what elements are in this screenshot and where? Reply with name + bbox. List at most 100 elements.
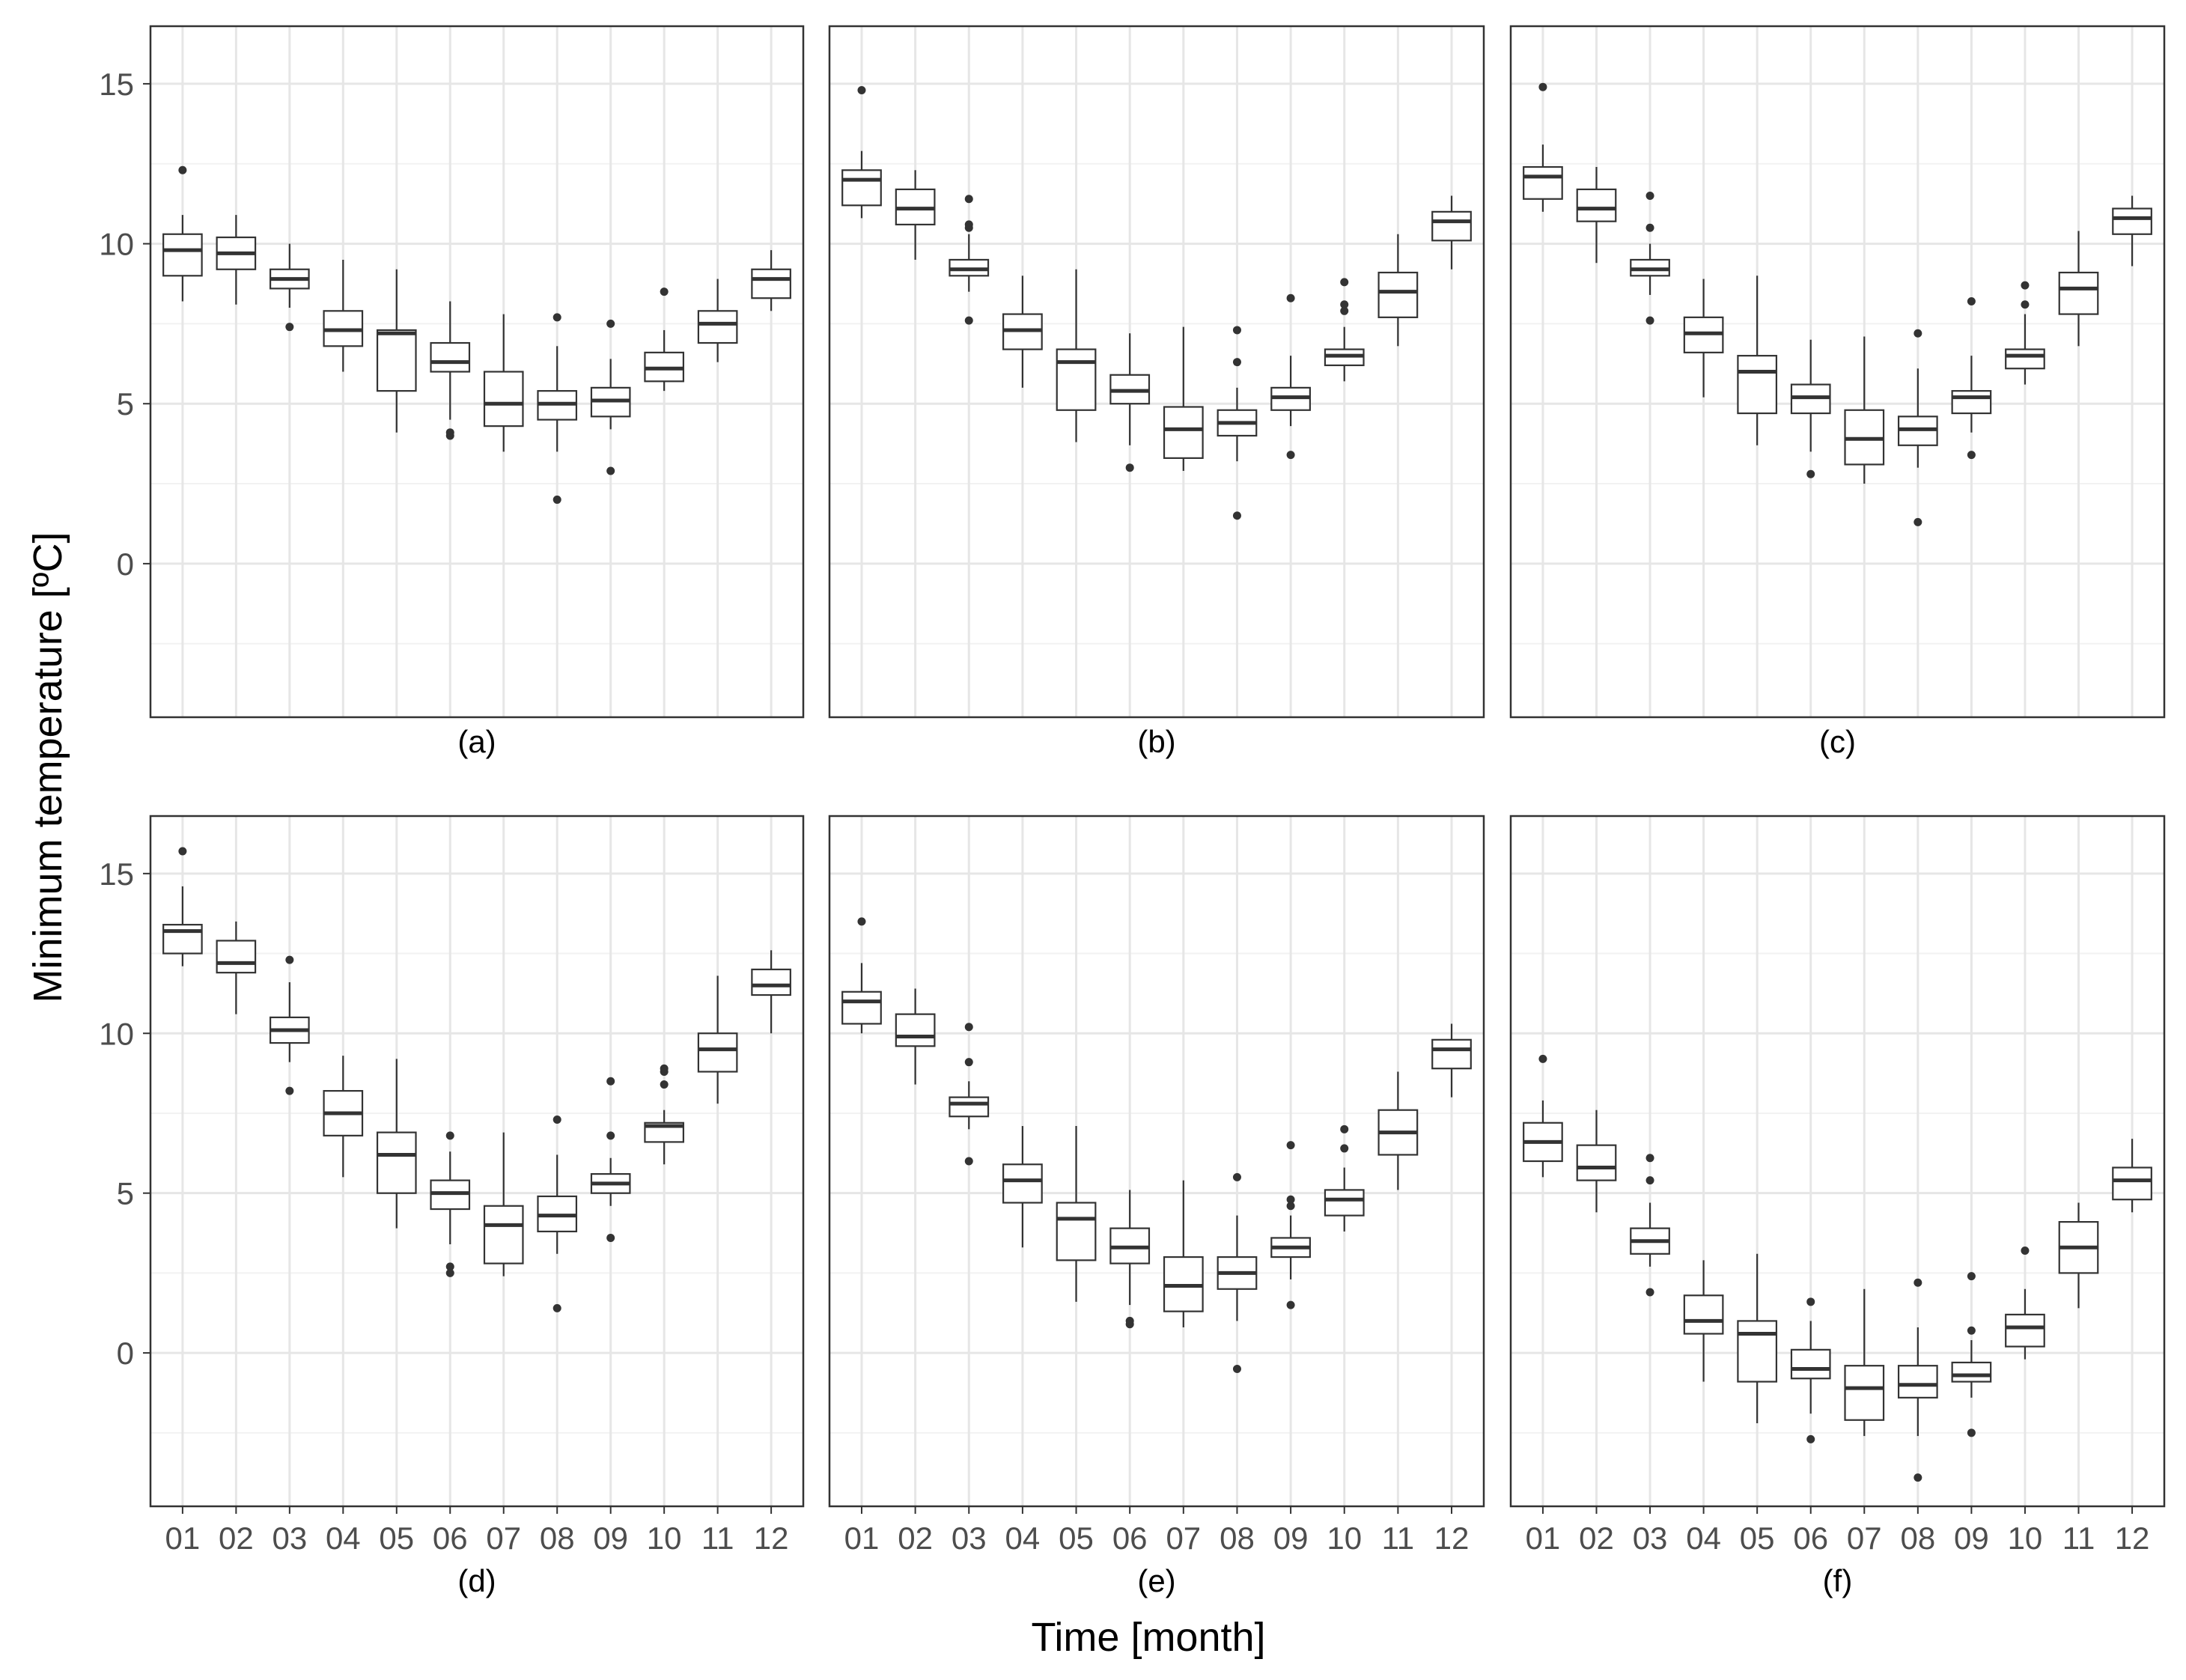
x-tick-label: 08 bbox=[540, 1521, 575, 1556]
x-tick-label: 06 bbox=[1112, 1521, 1148, 1556]
outlier-point bbox=[1340, 1124, 1349, 1133]
box-04 bbox=[1683, 1260, 1724, 1382]
box-04 bbox=[1002, 276, 1043, 388]
box-07 bbox=[1163, 326, 1204, 471]
outlier-point bbox=[606, 1233, 615, 1242]
box-iqr bbox=[841, 169, 882, 207]
x-tick-label: 07 bbox=[1166, 1521, 1201, 1556]
panel-border bbox=[149, 815, 805, 1508]
x-tick-label: 03 bbox=[1633, 1521, 1668, 1556]
panel-background bbox=[150, 816, 803, 1506]
outlier-point bbox=[552, 1116, 561, 1124]
panel-a: 0 5 10 15 (a) bbox=[99, 25, 805, 759]
box-07 bbox=[1844, 336, 1885, 484]
panel-c: (c) bbox=[1509, 25, 2166, 759]
y-tick-label: 0 bbox=[117, 1336, 134, 1371]
box-09 bbox=[590, 319, 631, 475]
box-07 bbox=[1844, 1288, 1885, 1437]
y-tick-label: 10 bbox=[99, 1016, 134, 1051]
outlier-point bbox=[1538, 82, 1547, 91]
panel-label: (d) bbox=[457, 1563, 496, 1598]
box-06 bbox=[430, 301, 471, 440]
box-11 bbox=[697, 976, 738, 1104]
box-11 bbox=[697, 279, 738, 362]
outlier-point bbox=[606, 319, 615, 328]
box-10 bbox=[2005, 281, 2045, 385]
outlier-point bbox=[660, 287, 669, 296]
outlier-point bbox=[1340, 306, 1349, 315]
y-tick-label: 5 bbox=[117, 1176, 134, 1211]
outlier-point bbox=[1340, 300, 1349, 309]
outlier-point bbox=[1538, 1054, 1547, 1063]
outlier-point bbox=[1967, 1272, 1976, 1281]
box-05 bbox=[376, 1059, 417, 1229]
box-08 bbox=[1897, 1278, 1938, 1482]
box-08 bbox=[537, 1116, 578, 1312]
outlier-point bbox=[552, 1303, 561, 1312]
box-iqr bbox=[1002, 1163, 1043, 1204]
box-04 bbox=[1002, 1126, 1043, 1248]
box-11 bbox=[2058, 231, 2099, 347]
box-iqr bbox=[895, 1013, 936, 1047]
x-tick-label: 04 bbox=[326, 1521, 361, 1556]
box-08 bbox=[1217, 326, 1258, 520]
outlier-point bbox=[285, 1086, 294, 1095]
box-iqr bbox=[1431, 210, 1472, 242]
outlier-point bbox=[1645, 316, 1654, 325]
panel-border bbox=[828, 25, 1485, 719]
x-tick-label: 01 bbox=[165, 1521, 201, 1556]
box-02 bbox=[216, 921, 257, 1014]
x-tick-label: 07 bbox=[486, 1521, 521, 1556]
box-iqr bbox=[1951, 1361, 1992, 1383]
box-iqr bbox=[2112, 1166, 2152, 1201]
box-01 bbox=[162, 847, 203, 967]
box-12 bbox=[1431, 195, 1472, 270]
outlier-point bbox=[964, 316, 973, 325]
panel-label: (a) bbox=[457, 724, 496, 759]
outlier-point bbox=[1806, 1297, 1815, 1306]
outlier-point bbox=[1967, 296, 1976, 305]
box-iqr bbox=[1844, 1365, 1885, 1421]
box-iqr bbox=[841, 990, 882, 1025]
outlier-point bbox=[178, 165, 187, 174]
box-iqr bbox=[697, 1032, 738, 1073]
outlier-point bbox=[1340, 278, 1349, 287]
outlier-point bbox=[1286, 1300, 1295, 1309]
box-12 bbox=[751, 950, 791, 1034]
box-06 bbox=[1790, 339, 1831, 478]
box-iqr bbox=[1324, 1189, 1365, 1217]
box-iqr bbox=[751, 268, 791, 299]
box-09 bbox=[1951, 1272, 1992, 1437]
box-iqr bbox=[1576, 1144, 1617, 1181]
outlier-point bbox=[1645, 223, 1654, 232]
outlier-point bbox=[606, 1077, 615, 1086]
x-axis-title: Time [month] bbox=[1031, 1615, 1265, 1660]
outlier-point bbox=[552, 313, 561, 322]
x-tick-label: 06 bbox=[433, 1521, 468, 1556]
x-tick-label: 03 bbox=[952, 1521, 987, 1556]
outlier-point bbox=[1286, 1141, 1295, 1150]
box-03 bbox=[1630, 1154, 1670, 1297]
panel-background bbox=[1511, 816, 2164, 1506]
outlier-point bbox=[445, 1131, 454, 1140]
box-07 bbox=[483, 314, 524, 452]
outlier-point bbox=[1806, 469, 1815, 478]
box-10 bbox=[1324, 278, 1365, 382]
x-tick-label: 12 bbox=[1434, 1521, 1470, 1556]
box-12 bbox=[2112, 195, 2152, 267]
outlier-point bbox=[964, 220, 973, 229]
box-05 bbox=[376, 269, 417, 433]
box-09 bbox=[1270, 1141, 1311, 1309]
panel-background bbox=[1511, 26, 2164, 717]
outlier-point bbox=[1913, 1473, 1922, 1482]
box-09 bbox=[590, 1077, 631, 1242]
x-tick-label: 02 bbox=[898, 1521, 933, 1556]
y-tick-label: 0 bbox=[117, 547, 134, 582]
panel-background bbox=[829, 26, 1484, 717]
box-07 bbox=[1163, 1180, 1204, 1327]
outlier-point bbox=[1125, 463, 1134, 472]
box-11 bbox=[1377, 1071, 1419, 1190]
box-11 bbox=[2058, 1202, 2099, 1309]
outlier-point bbox=[2021, 281, 2030, 290]
